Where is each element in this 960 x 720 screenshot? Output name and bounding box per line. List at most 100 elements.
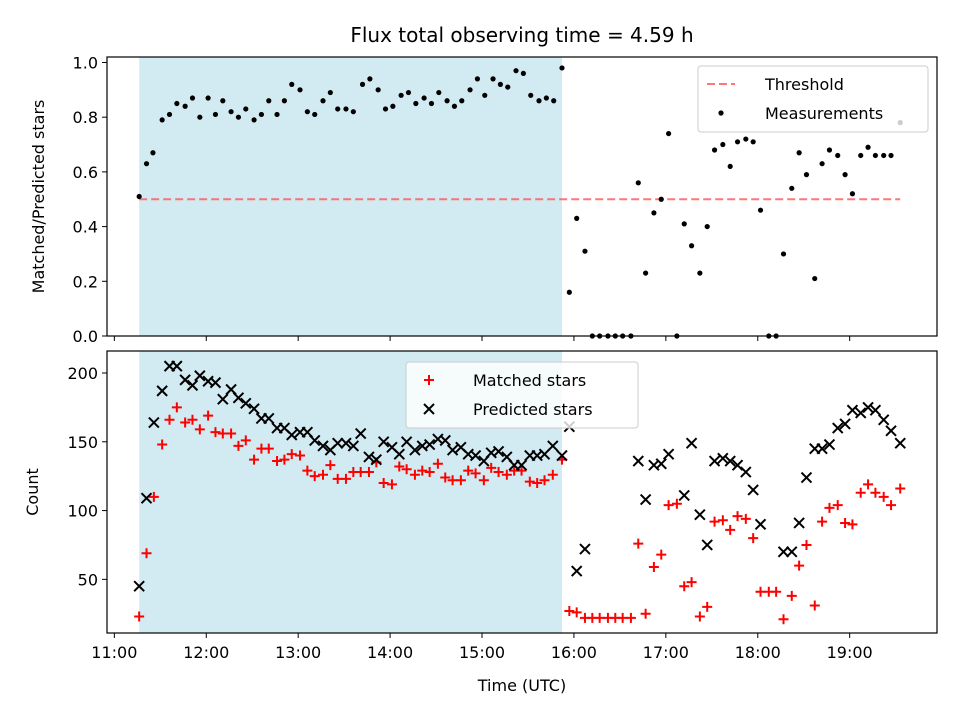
matched-star-point (401, 464, 412, 475)
matched-star-point (532, 478, 543, 489)
matched-star-point (493, 467, 504, 478)
measurement-point (490, 76, 496, 82)
measurement-point (405, 89, 412, 96)
y-tick-label: 0.8 (73, 108, 98, 127)
measurement-point (666, 130, 672, 137)
predicted-star-point (823, 438, 836, 451)
matched-star-point (524, 476, 535, 487)
matched-star-point (432, 458, 443, 469)
y-tick-label: 50 (78, 570, 98, 589)
measurement-point (574, 215, 580, 221)
x-tick-label: 18:00 (735, 643, 781, 662)
matched-star-point (148, 491, 159, 502)
measurement-point (520, 70, 526, 77)
predicted-star-point (186, 379, 199, 392)
measurement-point (459, 98, 465, 104)
matched-star-point (671, 498, 682, 509)
predicted-star-point (439, 434, 451, 447)
matched-star-point (809, 600, 820, 611)
predicted-star-point (885, 425, 897, 437)
y-tick-label: 0.0 (73, 327, 98, 346)
matched-star-point (279, 454, 290, 465)
measurement-point (711, 147, 718, 153)
measurement-point (421, 95, 427, 101)
matched-star-point (240, 435, 251, 446)
matched-star-point (870, 487, 881, 498)
matched-star-point (171, 402, 182, 413)
measurement-point (350, 109, 356, 115)
matched-star-point (863, 479, 874, 490)
predicted-star-point (377, 436, 390, 448)
matched-star-point (694, 611, 705, 622)
matched-star-point (571, 607, 582, 618)
x-tick-label: 15:00 (459, 643, 505, 662)
matched-star-point (717, 515, 728, 526)
matched-star-point (409, 469, 420, 480)
matched-star-point (386, 479, 397, 490)
legend-label: Threshold (764, 75, 844, 94)
matched-star-point (824, 502, 835, 513)
measurement-point (228, 109, 234, 115)
legend-measurement-swatch (718, 110, 724, 116)
measurement-point (566, 289, 572, 295)
measurement-point (497, 81, 503, 87)
matched-star-point (633, 538, 644, 549)
observing-window-shade-top (139, 57, 562, 336)
measurement-point (513, 68, 519, 74)
measurement-point (297, 87, 303, 93)
matched-star-point (203, 410, 214, 421)
matched-star-point (625, 612, 636, 623)
predicted-star-point (655, 458, 667, 470)
measurement-point (743, 136, 749, 142)
y-tick-label: 100 (67, 502, 98, 521)
matched-star-point (417, 465, 428, 476)
measurement-point (166, 111, 173, 118)
measurement-point (819, 161, 825, 167)
y-tick-label: 0.4 (73, 218, 98, 237)
predicted-star-point (747, 484, 759, 496)
predicted-star-point (446, 444, 459, 456)
bottom-y-axis-label: Count (23, 468, 42, 516)
measurement-point (482, 92, 488, 98)
measurement-point (727, 163, 733, 170)
measurement-point (704, 223, 710, 230)
y-tick-label: 150 (67, 433, 98, 452)
matched-star-point (478, 475, 489, 486)
matched-star-point (748, 533, 759, 544)
measurement-point (881, 152, 887, 159)
measurement-point (174, 100, 180, 107)
matched-star-point (564, 605, 575, 616)
measurement-point (327, 89, 333, 96)
measurement-point (835, 152, 841, 159)
matched-star-point (363, 467, 374, 478)
measurement-point (635, 180, 641, 186)
predicted-star-point (133, 580, 145, 592)
measurement-point (796, 150, 802, 156)
predicted-star-point (409, 444, 421, 456)
matched-star-point (180, 417, 191, 428)
matched-star-point (394, 461, 405, 472)
measurement-point (289, 81, 295, 87)
predicted-star-point (678, 489, 690, 502)
x-tick-label: 14:00 (367, 643, 413, 662)
measurement-point (320, 98, 326, 104)
matched-star-point (648, 561, 659, 572)
measurement-point (428, 100, 435, 107)
measurement-point (189, 95, 196, 101)
matched-star-point (486, 462, 497, 473)
measurement-point (536, 98, 542, 104)
measurement-point (681, 221, 687, 227)
predicted-star-point (393, 448, 405, 460)
measurement-point (159, 117, 165, 123)
measurement-point (367, 76, 373, 82)
bottom-axis-ticks: 50 100 150 200 11:00 12:00 13:00 14:00 15:00 16:0… (67, 364, 872, 662)
legend-box (405, 361, 639, 429)
predicted-star-point (232, 392, 245, 404)
matched-star-point (463, 465, 474, 476)
predicted-star-point (754, 518, 767, 531)
measurement-point (688, 243, 695, 249)
bottom-legend: Matched stars Predicted stars (405, 361, 639, 429)
measurement-point (543, 95, 549, 101)
measurement-point (803, 172, 810, 178)
